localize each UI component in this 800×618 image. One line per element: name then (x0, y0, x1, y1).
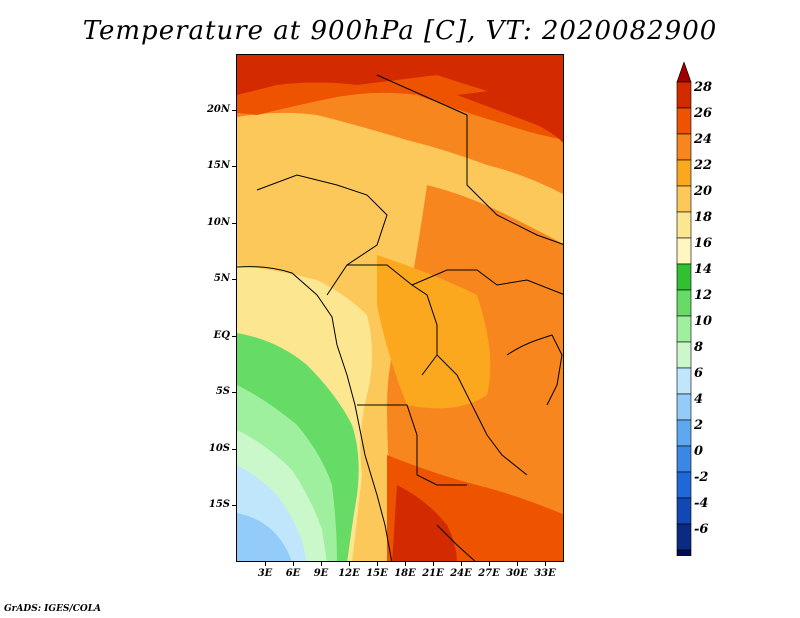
lon-label-15e: 15E (366, 568, 388, 579)
lat-label-15s: 15S (208, 499, 230, 510)
colorbar-label-minus6: -6 (694, 522, 709, 537)
colorbar-segment (676, 419, 692, 447)
colorbar-segment (676, 497, 692, 525)
lat-tick (232, 166, 236, 167)
lat-tick (232, 110, 236, 111)
colorbar-segment (676, 393, 692, 421)
colorbar-segment (676, 159, 692, 187)
temperature-map (236, 54, 564, 562)
colorbar-label-14: 14 (694, 262, 713, 277)
lon-label-3e: 3E (257, 568, 273, 579)
colorbar-segment (676, 315, 692, 343)
lat-tick (232, 223, 236, 224)
lat-label-10n: 10N (206, 217, 230, 228)
temp-zone-26-28 (237, 55, 563, 99)
lat-tick (232, 449, 236, 450)
country-borders (237, 74, 563, 561)
colorbar-label-18: 18 (694, 210, 713, 225)
colorbar-label-22: 22 (694, 158, 713, 173)
colorbar-label-4: 4 (694, 392, 704, 407)
lon-label-6e: 6E (285, 568, 301, 579)
colorbar-label-8: 8 (694, 340, 704, 355)
lat-tick (232, 505, 236, 506)
grads-credit: GrADS: IGES/COLA (4, 604, 102, 614)
colorbar-label-20: 20 (694, 184, 713, 199)
colorbar-segment (676, 367, 692, 395)
colorbar-label-28: 28 (694, 80, 713, 95)
colorbar-segment (676, 107, 692, 135)
temp-zone-6-8 (237, 513, 292, 561)
lat-tick (232, 279, 236, 280)
colorbar-label-minus4: -4 (694, 496, 709, 511)
lon-tick (349, 562, 350, 566)
colorbar-segment (676, 549, 692, 556)
lat-label-5n: 5N (213, 273, 230, 284)
lon-tick (265, 562, 266, 566)
lon-label-9e: 9E (313, 568, 329, 579)
lon-tick (293, 562, 294, 566)
colorbar-segment (676, 263, 692, 291)
lat-label-10s: 10S (208, 443, 230, 454)
lon-label-27e: 27E (478, 568, 500, 579)
lon-label-33e: 33E (534, 568, 556, 579)
colorbar-label-24: 24 (694, 132, 713, 147)
lon-label-12e: 12E (338, 568, 360, 579)
colorbar-label-2: 2 (694, 418, 704, 433)
map-svg (237, 55, 563, 561)
lon-label-18e: 18E (394, 568, 416, 579)
colorbar-label-minus2: -2 (694, 470, 709, 485)
lat-label-5s: 5S (215, 386, 230, 397)
colorbar-label-6: 6 (694, 366, 704, 381)
lat-label-15n: 15N (206, 160, 230, 171)
colorbar (676, 62, 692, 556)
lon-label-30e: 30E (506, 568, 528, 579)
lat-tick (232, 392, 236, 393)
colorbar-segment (676, 471, 692, 499)
temp-zone-26-28-south (392, 485, 457, 561)
colorbar-segment (676, 211, 692, 239)
colorbar-segment (676, 81, 692, 109)
lat-label-20n: 20N (206, 104, 230, 115)
temp-zone-26-28-east (457, 88, 563, 143)
colorbar-label-10: 10 (694, 314, 713, 329)
colorbar-segment (676, 62, 692, 83)
colorbar-segment (676, 341, 692, 369)
colorbar-label-16: 16 (694, 236, 713, 251)
colorbar-segment (676, 289, 692, 317)
colorbar-segment (676, 445, 692, 473)
lon-tick (405, 562, 406, 566)
chart-title: Temperature at 900hPa [C], VT: 202008290… (82, 16, 718, 46)
colorbar-segment (676, 523, 692, 551)
lon-tick (433, 562, 434, 566)
colorbar-segment (676, 185, 692, 213)
lat-label-eq: EQ (213, 330, 230, 341)
colorbar-label-26: 26 (694, 106, 713, 121)
lon-label-21e: 21E (422, 568, 444, 579)
lon-tick (461, 562, 462, 566)
lon-tick (321, 562, 322, 566)
lon-tick (517, 562, 518, 566)
colorbar-label-0: 0 (694, 444, 704, 459)
temp-zone-20-22-central (377, 255, 491, 409)
lon-tick (377, 562, 378, 566)
colorbar-segment (676, 133, 692, 161)
colorbar-segment (676, 237, 692, 265)
lon-tick (489, 562, 490, 566)
lon-label-24e: 24E (450, 568, 472, 579)
lat-tick (232, 336, 236, 337)
lon-tick (545, 562, 546, 566)
colorbar-label-12: 12 (694, 288, 713, 303)
